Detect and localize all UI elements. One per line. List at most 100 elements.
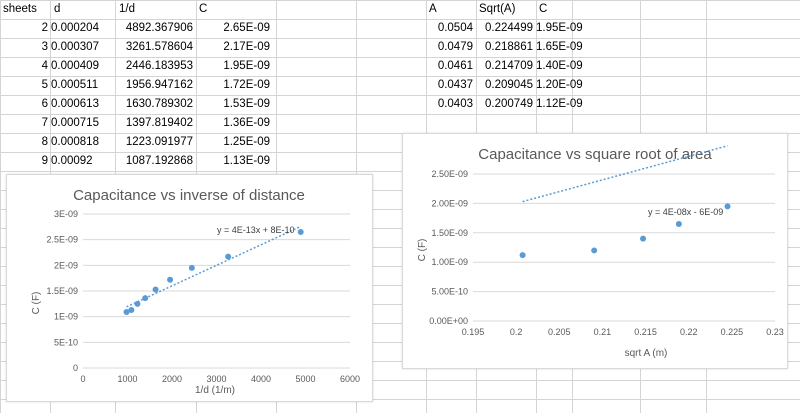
cell[interactable]: 6 (41, 98, 48, 110)
cell[interactable]: Sqrt(A) (479, 3, 516, 15)
y-tick-label: 1.50E-09 (431, 228, 468, 238)
data-point[interactable] (152, 286, 159, 293)
data-point[interactable] (134, 300, 141, 307)
cell[interactable]: 0.000409 (51, 60, 99, 72)
cell[interactable]: 1.13E-09 (223, 155, 270, 167)
x-tick-label: 0.215 (634, 327, 657, 337)
cell[interactable]: 1.36E-09 (223, 117, 270, 129)
cell[interactable]: 1956.947162 (125, 79, 193, 91)
cell[interactable]: 1/d (119, 3, 135, 15)
y-tick-label: 5E-10 (54, 337, 78, 347)
y-tick-label: 0 (73, 363, 78, 373)
cell[interactable]: 0.0403 (437, 98, 473, 110)
cell[interactable]: 1087.192868 (125, 155, 193, 167)
cell[interactable]: sheets (3, 3, 37, 15)
cell[interactable]: 1.95E-09 (223, 60, 270, 72)
y-tick-label: 1.00E-09 (431, 257, 468, 267)
cell[interactable]: 0.214709 (485, 60, 533, 72)
cell[interactable]: 5 (41, 79, 48, 91)
cell[interactable]: 0.200749 (485, 98, 533, 110)
y-tick-label: 2.00E-09 (431, 198, 468, 208)
x-tick-label: 0.225 (721, 327, 744, 337)
cell[interactable]: A (429, 3, 437, 15)
y-tick-label: 2E-09 (54, 260, 78, 270)
data-point[interactable] (297, 228, 304, 235)
chart-sqrt-area[interactable]: Capacitance vs square root of area sqrt … (402, 133, 788, 369)
chart-title: Capacitance vs inverse of distance (73, 187, 305, 204)
x-tick-label: 3000 (206, 374, 226, 384)
x-tick-label: 0.22 (680, 327, 698, 337)
cell[interactable]: 1223.091977 (125, 136, 193, 148)
cell[interactable]: 7 (41, 117, 48, 129)
cell[interactable]: 2446.183953 (125, 60, 193, 72)
cell[interactable]: 2.65E-09 (223, 22, 270, 34)
y-tick-label: 5.00E-10 (431, 287, 468, 297)
cell[interactable]: 3261.578604 (125, 41, 193, 53)
chart-inverse-distance[interactable]: Capacitance vs inverse of distance 1/d (… (6, 174, 373, 402)
cell[interactable]: d (54, 3, 61, 15)
cell[interactable]: 1.20E-09 (536, 79, 583, 91)
cell[interactable]: 0.0504 (437, 22, 473, 34)
cell[interactable]: 1.72E-09 (223, 79, 270, 91)
cell[interactable]: 1.65E-09 (536, 41, 583, 53)
data-point[interactable] (591, 247, 598, 254)
cell[interactable]: 3 (41, 41, 48, 53)
x-axis-label: sqrt A (m) (625, 348, 668, 359)
cell[interactable]: 1.53E-09 (223, 98, 270, 110)
cell[interactable]: 0.224499 (485, 22, 533, 34)
cell[interactable]: 0.0437 (437, 79, 473, 91)
cell[interactable]: 0.209045 (485, 79, 533, 91)
cell[interactable]: C (539, 3, 548, 15)
trendline (126, 225, 302, 308)
data-point[interactable] (188, 264, 195, 271)
cell[interactable]: 0.000204 (51, 22, 99, 34)
y-tick-label: 0.00E+00 (429, 316, 468, 326)
cell[interactable]: 2.17E-09 (223, 41, 270, 53)
cell[interactable]: 0.000307 (51, 41, 99, 53)
x-tick-label: 0.205 (548, 327, 571, 337)
cell[interactable]: 1.25E-09 (223, 136, 270, 148)
cell[interactable]: C (199, 3, 208, 15)
cell[interactable]: 1.40E-09 (536, 60, 583, 72)
cell[interactable]: 2 (41, 22, 48, 34)
data-point[interactable] (724, 203, 731, 210)
data-point[interactable] (675, 220, 682, 227)
y-axis-label: C (F) (31, 292, 42, 315)
cell[interactable]: 8 (41, 136, 48, 148)
data-point[interactable] (225, 253, 232, 260)
cell[interactable]: 1.95E-09 (536, 22, 583, 34)
trendline-equation: y = 4E-08x - 6E-09 (648, 207, 723, 217)
x-tick-label: 0.2 (510, 327, 523, 337)
x-tick-label: 4000 (251, 374, 271, 384)
cell[interactable]: 1630.789302 (125, 98, 193, 110)
cell[interactable]: 1397.819402 (125, 117, 193, 129)
x-axis-label: 1/d (1/m) (195, 385, 235, 396)
cell[interactable]: 9 (41, 155, 48, 167)
x-tick-label: 6000 (340, 374, 360, 384)
cell[interactable]: 4892.367906 (125, 22, 193, 34)
x-tick-label: 0.21 (594, 327, 612, 337)
data-point[interactable] (142, 295, 149, 302)
data-point[interactable] (123, 309, 130, 316)
data-point[interactable] (640, 235, 647, 242)
cell[interactable]: 0.218861 (485, 41, 533, 53)
cell[interactable]: 0.000715 (51, 117, 99, 129)
cell[interactable]: 0.0461 (437, 60, 473, 72)
y-tick-label: 3E-09 (54, 209, 78, 219)
cell[interactable]: 4 (41, 60, 48, 72)
data-point[interactable] (167, 276, 174, 283)
chart-inverse-distance-svg: Capacitance vs inverse of distance 1/d (… (31, 187, 360, 396)
data-point[interactable] (128, 306, 135, 313)
cell[interactable]: 0.0479 (437, 41, 473, 53)
cell[interactable]: 0.00092 (51, 155, 93, 167)
x-tick-label: 0.195 (462, 327, 485, 337)
x-tick-label: 0.23 (766, 327, 784, 337)
data-point[interactable] (519, 252, 526, 259)
cell[interactable]: 1.12E-09 (536, 98, 583, 110)
chart-sqrt-area-svg: Capacitance vs square root of area sqrt … (417, 145, 784, 359)
y-tick-label: 1.5E-09 (46, 286, 78, 296)
cell[interactable]: 0.000613 (51, 98, 99, 110)
cell[interactable]: 0.000818 (51, 136, 99, 148)
cell[interactable]: 0.000511 (51, 79, 99, 91)
x-tick-label: 0 (80, 374, 85, 384)
